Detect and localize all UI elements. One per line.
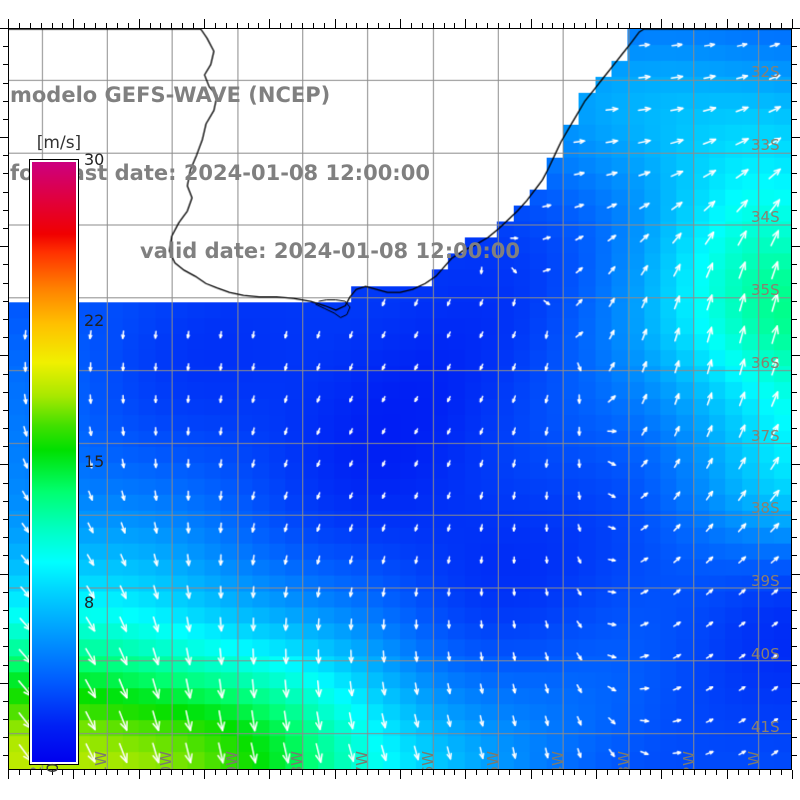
lon-label-56W: 56W	[418, 751, 437, 770]
lat-label-32S: 32S	[751, 62, 780, 81]
colorbar-tick-15: 15	[84, 452, 105, 471]
colorbar-tick-0: 0	[43, 762, 62, 773]
lat-label-38S: 38S	[751, 499, 780, 518]
right-axis-ruler	[792, 28, 800, 770]
lat-label-41S: 41S	[751, 717, 780, 736]
lon-label-57W: 57W	[353, 751, 372, 770]
lon-label-52W: 52W	[680, 751, 698, 770]
lat-label-36S: 36S	[751, 353, 780, 372]
wind-speed-field-canvas[interactable]	[9, 29, 791, 769]
lat-label-33S: 33S	[751, 135, 780, 154]
colorbar-tick-8: 8	[84, 592, 95, 612]
lat-label-37S: 37S	[751, 426, 780, 445]
lon-label-61W: 61W	[92, 751, 110, 770]
top-axis-ruler	[8, 19, 793, 28]
lon-label-51W: 51W	[745, 751, 764, 770]
lon-label-60W: 60W	[157, 751, 176, 770]
lon-label-54W: 54W	[549, 751, 568, 770]
lat-label-39S: 39S	[751, 572, 780, 591]
bottom-axis-ruler	[8, 770, 793, 779]
lon-label-55W: 55W	[484, 751, 502, 770]
lon-label-59W: 59W	[222, 751, 241, 770]
colorbar-unit-label: [m/s]	[36, 133, 82, 153]
colorbar-tick-22: 22	[84, 311, 105, 331]
lat-label-40S: 40S	[751, 644, 780, 663]
map-plot-area[interactable]: 62W61W60W59W58W57W56W55W54W53W52W51W32S3…	[8, 28, 792, 770]
left-axis-ruler	[0, 28, 8, 770]
lat-label-35S: 35S	[751, 281, 780, 300]
lat-label-34S: 34S	[751, 208, 780, 227]
colorbar-tick-30: 30	[84, 150, 105, 169]
colorbar[interactable]	[29, 159, 79, 765]
lon-label-58W: 58W	[288, 751, 306, 770]
lon-label-53W: 53W	[614, 751, 633, 770]
colorbar-gradient	[29, 159, 79, 765]
